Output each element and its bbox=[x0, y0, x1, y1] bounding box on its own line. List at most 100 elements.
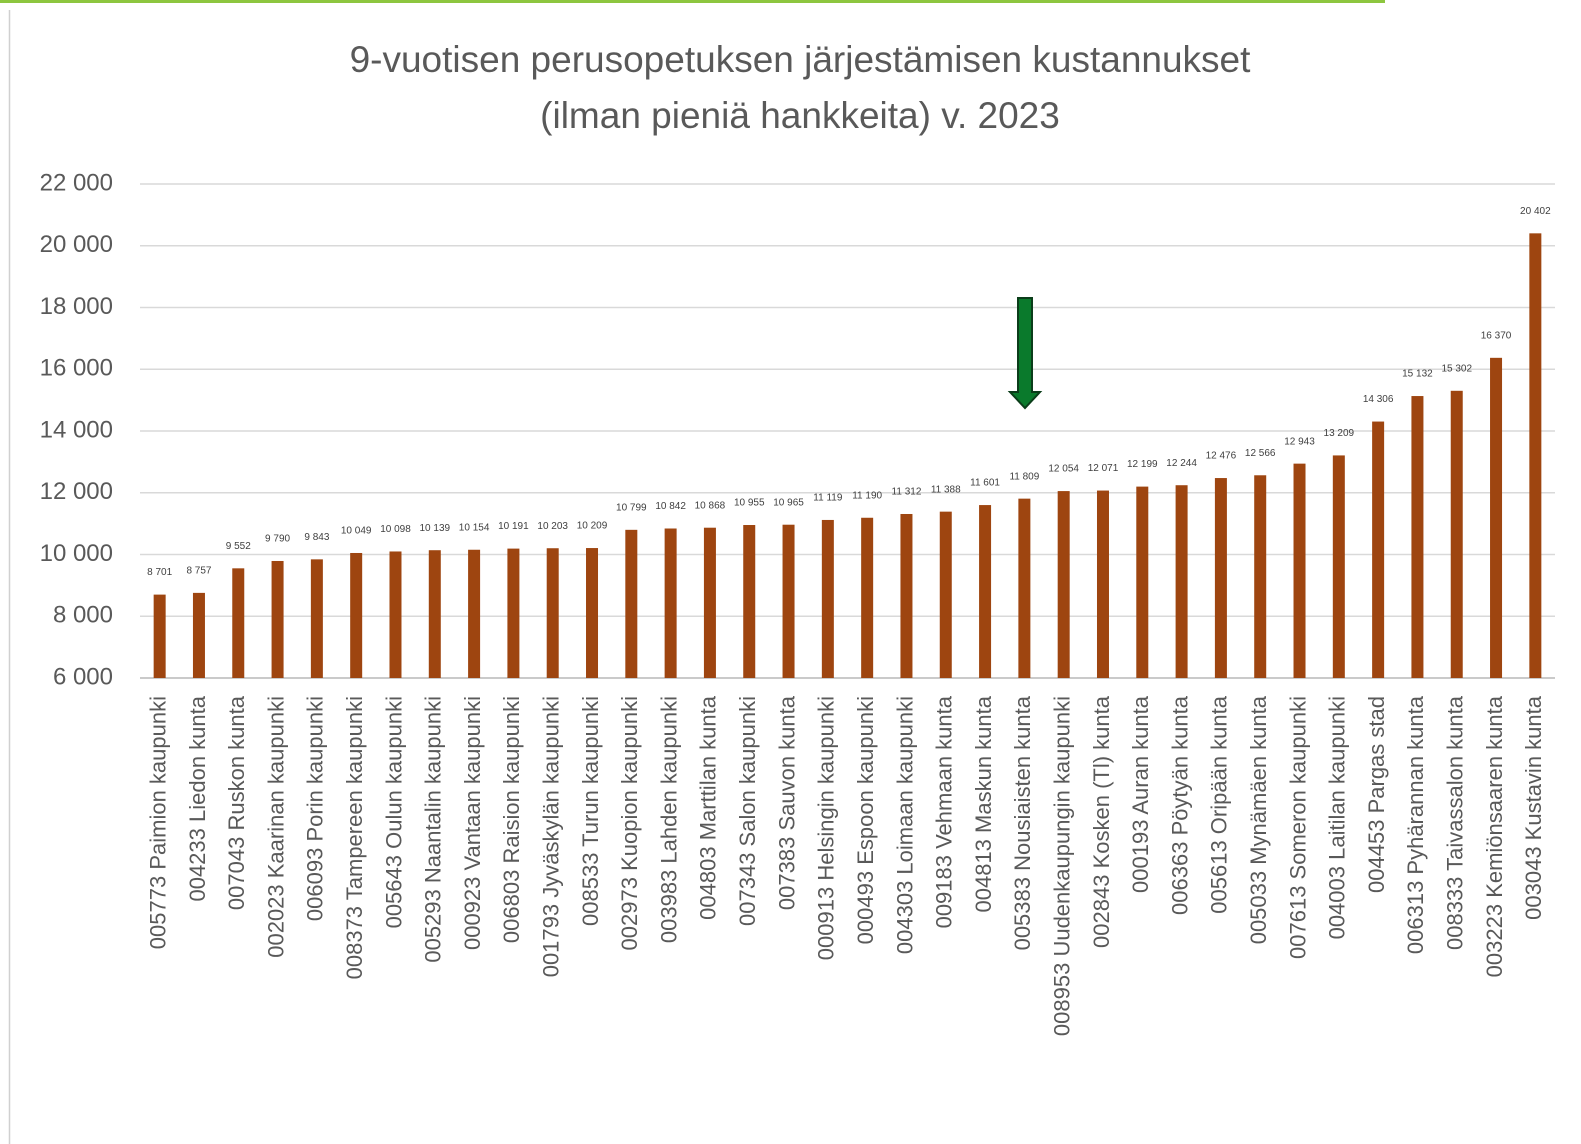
bar bbox=[821, 519, 834, 678]
x-tick-label: 002973 Kuopion kaupunki bbox=[617, 696, 642, 950]
x-tick-label: 006313 Pyhärannan kunta bbox=[1403, 695, 1428, 954]
bar bbox=[900, 513, 913, 678]
value-label: 11 119 bbox=[813, 493, 843, 504]
value-label: 10 965 bbox=[773, 497, 804, 508]
value-label: 11 601 bbox=[970, 478, 1000, 489]
value-label: 10 842 bbox=[655, 501, 686, 512]
x-tick-label: 008373 Tampereen kaupunki bbox=[342, 696, 367, 979]
value-label: 16 370 bbox=[1481, 330, 1512, 341]
value-label: 11 312 bbox=[892, 487, 922, 498]
x-tick-label: 005613 Oripään kunta bbox=[1207, 695, 1232, 913]
x-tick-label: 004303 Loimaan kaupunki bbox=[892, 696, 917, 954]
bar bbox=[271, 560, 284, 678]
x-tick-label: 002023 Kaarinan kaupunki bbox=[263, 696, 288, 958]
x-tick-label: 005293 Naantalin kaupunki bbox=[421, 696, 446, 963]
x-tick-label: 000923 Vantaan kaupunki bbox=[460, 696, 485, 950]
value-label: 12 071 bbox=[1088, 463, 1119, 474]
value-label: 9 790 bbox=[265, 534, 290, 545]
x-tick-label: 003223 Kemiönsaaren kunta bbox=[1482, 695, 1507, 977]
bar bbox=[625, 529, 638, 678]
x-tick-label: 007613 Someron kaupunki bbox=[1285, 696, 1310, 959]
value-label: 10 098 bbox=[380, 524, 411, 535]
value-label: 12 566 bbox=[1245, 448, 1276, 459]
x-tick-label: 002843 Kosken (Tl) kunta bbox=[1089, 695, 1114, 948]
value-label: 14 306 bbox=[1363, 394, 1394, 405]
value-label: 8 701 bbox=[147, 567, 172, 578]
value-label: 12 199 bbox=[1127, 459, 1158, 470]
bar bbox=[1332, 455, 1345, 678]
bar bbox=[310, 559, 323, 678]
value-label: 10 154 bbox=[459, 522, 490, 533]
value-label: 20 402 bbox=[1520, 206, 1551, 217]
y-tick-label: 22 000 bbox=[40, 169, 113, 196]
x-tick-label: 008953 Uudenkaupungin kaupunki bbox=[1049, 696, 1074, 1036]
x-tick-label: 005383 Nousiaisten kunta bbox=[1010, 695, 1035, 950]
value-label: 11 388 bbox=[931, 484, 961, 495]
bar bbox=[1018, 498, 1031, 678]
bar bbox=[939, 511, 952, 678]
bar bbox=[507, 548, 520, 678]
y-tick-label: 6 000 bbox=[53, 663, 113, 690]
y-tick-label: 8 000 bbox=[53, 602, 113, 629]
bar bbox=[586, 548, 599, 678]
bar bbox=[468, 549, 481, 678]
bar bbox=[743, 525, 756, 678]
value-label: 10 209 bbox=[577, 521, 608, 532]
bar bbox=[861, 517, 874, 678]
bar bbox=[664, 528, 677, 678]
value-label: 12 244 bbox=[1166, 458, 1197, 469]
value-label: 10 139 bbox=[419, 523, 450, 534]
chart-title: 9-vuotisen perusopetuksen järjestämisen … bbox=[350, 39, 1252, 80]
y-tick-label: 16 000 bbox=[40, 355, 113, 382]
bar bbox=[1529, 233, 1542, 678]
bar bbox=[1450, 390, 1463, 678]
x-tick-label: 006093 Porin kaupunki bbox=[303, 696, 328, 921]
x-tick-label: 001793 Jyväskylän kaupunki bbox=[539, 696, 564, 977]
bar bbox=[1057, 491, 1070, 678]
y-tick-label: 14 000 bbox=[40, 416, 113, 443]
x-tick-label: 004813 Maskun kunta bbox=[971, 695, 996, 912]
bar bbox=[1175, 485, 1188, 678]
x-tick-label: 004003 Laitilan kaupunki bbox=[1325, 696, 1350, 939]
value-label: 10 868 bbox=[695, 500, 726, 511]
bar bbox=[428, 550, 441, 678]
x-tick-label: 004233 Liedon kunta bbox=[185, 695, 210, 901]
value-label: 9 552 bbox=[226, 541, 251, 552]
bar bbox=[1490, 357, 1503, 678]
bar bbox=[1136, 486, 1149, 678]
value-label: 8 757 bbox=[186, 566, 211, 577]
x-tick-label: 007043 Ruskon kunta bbox=[224, 695, 249, 910]
value-label: 15 302 bbox=[1441, 363, 1472, 374]
bar bbox=[1372, 421, 1385, 678]
bar bbox=[1214, 478, 1227, 678]
y-tick-label: 18 000 bbox=[40, 293, 113, 320]
x-tick-label: 007383 Sauvon kunta bbox=[774, 695, 799, 910]
value-label: 10 955 bbox=[734, 498, 765, 509]
x-tick-label: 007343 Salon kaupunki bbox=[735, 696, 760, 926]
value-label: 12 943 bbox=[1284, 436, 1315, 447]
value-label: 15 132 bbox=[1402, 369, 1433, 380]
bar bbox=[703, 527, 716, 678]
value-label: 11 809 bbox=[1009, 471, 1039, 482]
y-tick-label: 12 000 bbox=[40, 478, 113, 505]
value-label: 12 054 bbox=[1048, 464, 1079, 475]
x-tick-label: 004453 Pargas stad bbox=[1364, 696, 1389, 893]
x-tick-label: 008533 Turun kaupunki bbox=[578, 696, 603, 926]
bar bbox=[350, 552, 363, 678]
bar bbox=[232, 568, 245, 678]
x-tick-label: 005033 Mynämäen kunta bbox=[1246, 695, 1271, 944]
bar bbox=[192, 592, 205, 678]
bar bbox=[389, 551, 402, 678]
bar bbox=[782, 524, 795, 678]
bar bbox=[153, 594, 166, 678]
bar bbox=[1411, 396, 1424, 678]
value-label: 10 191 bbox=[498, 521, 529, 532]
bar bbox=[546, 548, 559, 678]
bar bbox=[979, 505, 992, 678]
x-tick-label: 000493 Espoon kaupunki bbox=[853, 696, 878, 944]
bar bbox=[1293, 463, 1306, 678]
x-tick-label: 004803 Marttilan kunta bbox=[696, 695, 721, 920]
chart-title: (ilman pieniä hankkeita) v. 2023 bbox=[540, 95, 1060, 136]
x-tick-label: 006363 Pöytyän kunta bbox=[1167, 695, 1192, 915]
